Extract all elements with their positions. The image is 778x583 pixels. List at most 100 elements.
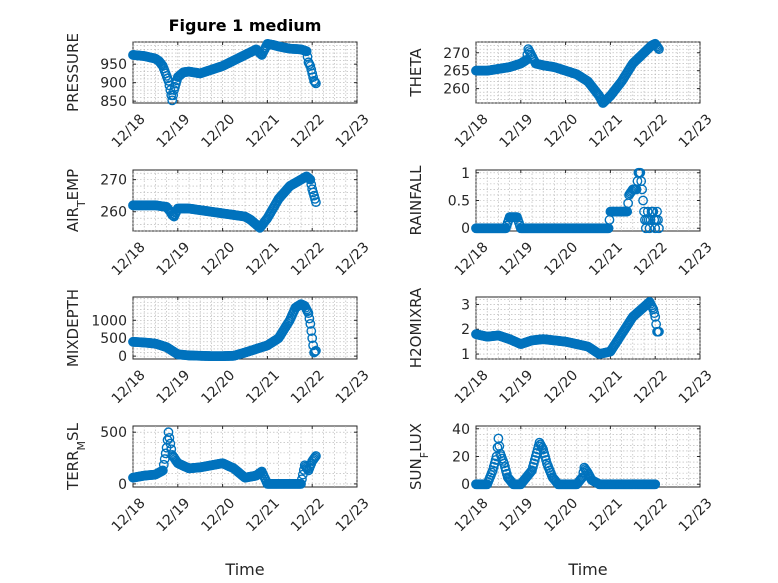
y-axis-label-main: AIR <box>64 207 82 232</box>
y-tick-label: 40 <box>452 422 470 438</box>
x-tick-label: 12/18 <box>109 111 149 151</box>
x-tick-label: 12/22 <box>631 495 671 535</box>
x-tick-label: 12/19 <box>154 495 194 535</box>
data-point <box>311 197 321 208</box>
y-axis-label: PRESSURE <box>64 33 82 112</box>
data-point <box>310 452 320 463</box>
x-tick-label: 12/19 <box>497 111 537 151</box>
y-tick-label: 0 <box>118 477 127 493</box>
y-axis-label-rest: EMP <box>64 169 82 200</box>
y-tick-label: 500 <box>100 331 127 347</box>
x-tick-label: 12/20 <box>541 367 581 407</box>
y-tick-label: 1000 <box>91 313 127 329</box>
data-point <box>654 326 664 337</box>
data-point <box>159 454 170 464</box>
x-tick-label: 12/19 <box>497 367 537 407</box>
y-tick-label: 270 <box>443 46 470 62</box>
y-axis-label: TERRMSL <box>64 422 88 491</box>
x-tick-label: 12/21 <box>243 111 283 151</box>
data-points <box>471 297 664 359</box>
y-axis-label-rest: LUX <box>407 423 425 452</box>
data-point <box>166 444 177 455</box>
data-point <box>308 72 319 83</box>
data-point <box>306 326 317 336</box>
y-tick-label: 0.5 <box>448 194 470 210</box>
data-point <box>307 333 318 344</box>
x-tick-label: 12/21 <box>243 239 283 279</box>
y-tick-label: 20 <box>452 450 470 466</box>
y-tick-label: 0 <box>461 221 470 237</box>
data-point <box>163 427 174 438</box>
x-tick-label: 12/22 <box>631 111 671 151</box>
data-point <box>641 299 652 310</box>
x-tick-label: 12/18 <box>452 495 492 535</box>
x-tick-label: 12/20 <box>198 495 238 535</box>
y-tick-label: 3 <box>461 297 470 313</box>
data-point <box>308 340 319 351</box>
data-point <box>638 195 648 206</box>
y-axis-label-sub: T <box>75 200 88 208</box>
data-point <box>158 459 169 470</box>
data-point <box>653 42 663 53</box>
subplot-mixdepth: 12/18 12/19 12/20 12/21 12/22 12/23 0 500 1000 MI… <box>64 289 373 407</box>
y-axis-label-sub: M <box>75 441 88 451</box>
data-point <box>650 479 661 490</box>
x-tick-label: 12/18 <box>452 111 492 151</box>
y-tick-label: 0 <box>118 349 127 365</box>
y-tick-label: 950 <box>100 57 127 73</box>
x-tick-label: 12/21 <box>243 495 283 535</box>
x-tick-label: 12/22 <box>288 111 328 151</box>
y-axis-label: AIRTEMP <box>64 169 88 232</box>
x-tick-label: 12/23 <box>676 239 716 279</box>
data-points <box>471 167 664 234</box>
data-point <box>157 465 168 476</box>
x-tick-label: 12/22 <box>288 495 328 535</box>
x-tick-label: 12/18 <box>109 367 149 407</box>
data-point <box>305 174 316 185</box>
x-tick-label: 12/18 <box>109 495 149 535</box>
grid-lines <box>475 170 701 231</box>
data-point <box>311 78 321 89</box>
data-point <box>309 453 319 464</box>
data-points <box>128 427 321 489</box>
data-point <box>164 432 175 443</box>
data-point <box>296 478 306 489</box>
subplot-terr-msl: 12/18 12/19 12/20 12/21 12/22 12/23 0 500 TERRMS… <box>64 422 373 535</box>
x-tick-label: 12/23 <box>333 239 373 279</box>
data-point <box>493 433 504 444</box>
subplot-air-temp: 12/18 12/19 12/20 12/21 12/22 12/23 260 270 AIRT… <box>64 169 373 279</box>
data-point <box>654 44 664 55</box>
y-axis-label: H2OMIXRA <box>407 287 425 368</box>
y-tick-label: 900 <box>100 76 127 92</box>
x-tick-label: 12/22 <box>288 367 328 407</box>
x-tick-label: 12/19 <box>497 495 537 535</box>
x-tick-label: 12/18 <box>452 367 492 407</box>
x-tick-label: 12/19 <box>154 239 194 279</box>
x-tick-label: 12/21 <box>586 239 626 279</box>
data-points <box>128 38 321 106</box>
x-tick-label: 12/19 <box>497 239 537 279</box>
data-point <box>167 95 178 106</box>
x-tick-label: 12/20 <box>541 111 581 151</box>
x-tick-label: 12/18 <box>109 239 149 279</box>
data-point <box>650 311 661 322</box>
x-tick-label: 12/23 <box>333 495 373 535</box>
x-tick-label: 12/22 <box>631 239 671 279</box>
x-tick-label: 12/23 <box>333 111 373 151</box>
data-point <box>649 308 660 319</box>
x-tick-label: 12/20 <box>198 239 238 279</box>
data-points <box>128 171 321 233</box>
data-point <box>297 474 307 485</box>
data-points <box>471 38 664 108</box>
subplot-rainfall: 12/18 12/19 12/20 12/21 12/22 12/23 0 0.5 1 RAINF… <box>407 165 716 279</box>
y-axis-label-main: SUN <box>407 458 425 490</box>
subplot-theta: 12/18 12/19 12/20 12/21 12/22 12/23 260 265 270 T… <box>407 38 716 151</box>
data-point <box>304 313 315 324</box>
x-tick-label: 12/21 <box>243 367 283 407</box>
data-point <box>309 347 319 358</box>
data-point <box>494 441 505 452</box>
data-point <box>652 41 662 52</box>
x-tick-label: 12/23 <box>333 367 373 407</box>
data-point <box>310 77 320 88</box>
x-axis-label-left: Time <box>224 560 264 579</box>
